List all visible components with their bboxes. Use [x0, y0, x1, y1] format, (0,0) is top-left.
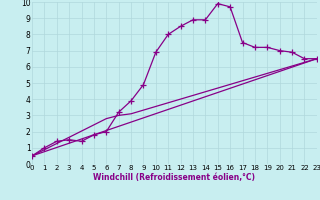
X-axis label: Windchill (Refroidissement éolien,°C): Windchill (Refroidissement éolien,°C): [93, 173, 255, 182]
